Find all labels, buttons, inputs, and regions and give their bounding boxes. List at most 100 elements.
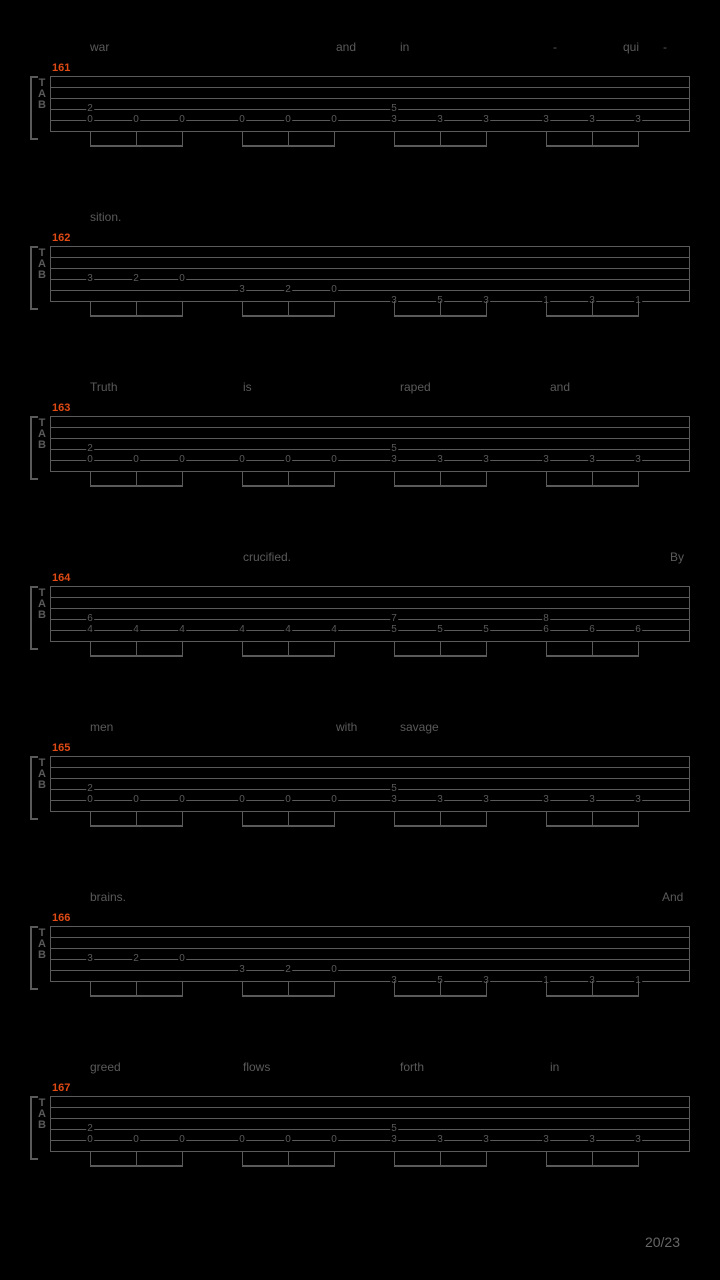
measure-number: 165 — [52, 742, 70, 754]
tab-clef-letter: B — [38, 270, 46, 281]
beam — [242, 315, 335, 317]
stem — [638, 641, 639, 655]
stem — [136, 641, 137, 655]
staff-line — [50, 597, 690, 598]
staff-line — [50, 438, 690, 439]
stem — [546, 981, 547, 995]
staff-bracket — [30, 416, 38, 480]
fret-number: 0 — [132, 455, 140, 465]
fret-number: 6 — [86, 614, 94, 624]
tab-clef-letter: B — [38, 440, 46, 451]
fret-number: 3 — [482, 455, 490, 465]
stem — [546, 301, 547, 315]
fret-number: 3 — [634, 455, 642, 465]
tab-staff: 20000005333333 — [50, 1096, 690, 1151]
staff-line — [50, 76, 690, 77]
stem — [486, 811, 487, 825]
fret-number: 4 — [86, 625, 94, 635]
stem — [440, 981, 441, 995]
stem — [486, 981, 487, 995]
fret-number: 3 — [238, 965, 246, 975]
lyric: - — [553, 40, 557, 54]
measure: greedflowsforthin167TAB20000005333333 — [0, 1060, 720, 1186]
staff-line — [50, 959, 690, 960]
fret-number: 8 — [542, 614, 550, 624]
measure-number: 164 — [52, 572, 70, 584]
beam — [394, 1165, 487, 1167]
stem — [90, 1151, 91, 1165]
fret-number: 3 — [390, 1135, 398, 1145]
staff-line — [50, 1096, 690, 1097]
lyric: flows — [243, 1060, 270, 1074]
stem — [288, 811, 289, 825]
staff-line — [50, 268, 690, 269]
fret-number: 0 — [238, 795, 246, 805]
fret-number: 3 — [542, 1135, 550, 1145]
barline — [689, 926, 690, 981]
lyric: and — [336, 40, 356, 54]
beam — [546, 995, 639, 997]
stem — [90, 301, 91, 315]
lyric: raped — [400, 380, 431, 394]
beam — [546, 315, 639, 317]
fret-number: 0 — [86, 1135, 94, 1145]
lyric: savage — [400, 720, 439, 734]
stem — [394, 981, 395, 995]
stem — [592, 131, 593, 145]
staff-line — [50, 246, 690, 247]
fret-number: 3 — [390, 115, 398, 125]
fret-number: 3 — [542, 455, 550, 465]
measure-number: 166 — [52, 912, 70, 924]
barline — [50, 416, 51, 471]
tab-clef: TAB — [38, 248, 46, 281]
fret-number: 4 — [238, 625, 246, 635]
tab-clef-letter: B — [38, 610, 46, 621]
fret-number: 0 — [178, 455, 186, 465]
stem — [394, 301, 395, 315]
staff-line — [50, 279, 690, 280]
tab-clef: TAB — [38, 928, 46, 961]
fret-number: 3 — [588, 1135, 596, 1145]
stem — [136, 811, 137, 825]
fret-number: 4 — [132, 625, 140, 635]
beam — [394, 315, 487, 317]
lyric: greed — [90, 1060, 121, 1074]
tab-clef: TAB — [38, 78, 46, 111]
stem — [288, 471, 289, 485]
staff-line — [50, 87, 690, 88]
fret-number: 5 — [390, 625, 398, 635]
beam — [546, 1165, 639, 1167]
fret-number: 0 — [178, 795, 186, 805]
tab-staff: 320320353131 — [50, 926, 690, 981]
tab-clef-letter: B — [38, 1120, 46, 1131]
tab-staff: 20000005333333 — [50, 756, 690, 811]
staff-line — [50, 586, 690, 587]
staff-line — [50, 926, 690, 927]
fret-number: 3 — [588, 795, 596, 805]
measure: Truthisrapedand163TAB20000005333333 — [0, 380, 720, 506]
fret-number: 3 — [86, 954, 94, 964]
lyrics-row: menwithsavage — [0, 720, 720, 740]
staff-line — [50, 1118, 690, 1119]
fret-number: 2 — [284, 965, 292, 975]
fret-number: 0 — [284, 455, 292, 465]
staff-line — [50, 449, 690, 450]
lyrics-row: warandin-qui- — [0, 40, 720, 60]
stem — [394, 641, 395, 655]
fret-number: 0 — [238, 1135, 246, 1145]
beam — [394, 485, 487, 487]
lyric: And — [662, 890, 683, 904]
stem — [242, 641, 243, 655]
measure: sition.162TAB320320353131 — [0, 210, 720, 336]
beam — [90, 1165, 183, 1167]
stem — [440, 811, 441, 825]
fret-number: 5 — [482, 625, 490, 635]
measure: warandin-qui-161TAB20000005333333 — [0, 40, 720, 166]
staff-line — [50, 98, 690, 99]
lyric: war — [90, 40, 109, 54]
stem — [394, 811, 395, 825]
fret-number: 0 — [330, 965, 338, 975]
tab-clef-letter: B — [38, 100, 46, 111]
tab-clef-letter: B — [38, 950, 46, 961]
barline — [50, 246, 51, 301]
